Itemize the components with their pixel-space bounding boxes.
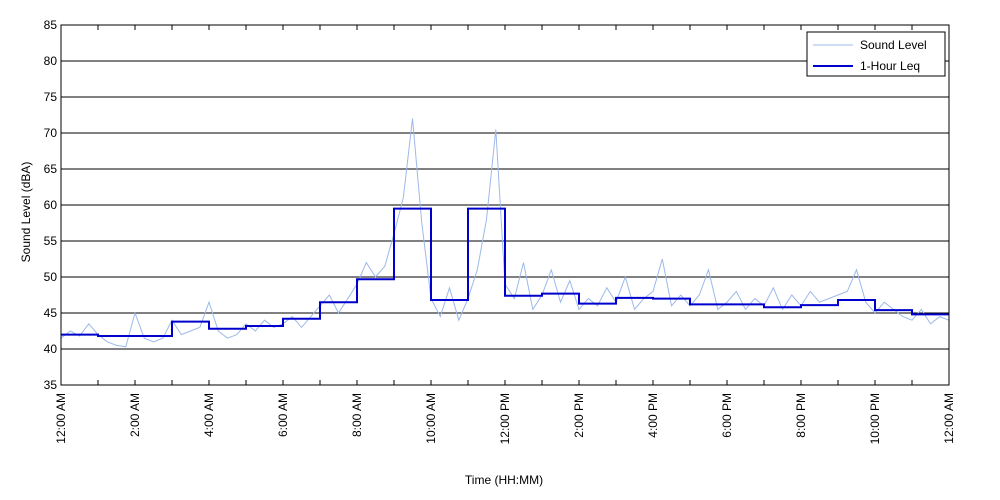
x-tick-label: 10:00 PM <box>868 393 882 444</box>
y-tick-label: 70 <box>44 126 58 140</box>
y-tick-label: 50 <box>44 270 58 284</box>
x-axis: 12:00 AM 2:00 AM 4:00 AM 6:00 AM 8:00 AM 10:0… <box>54 25 956 444</box>
x-tick-label: 8:00 PM <box>794 393 808 438</box>
x-tick-label: 12:00 AM <box>942 393 956 444</box>
y-axis: 35 40 45 50 55 60 65 70 75 80 85 <box>44 18 949 392</box>
x-tick-label: 12:00 PM <box>498 393 512 444</box>
x-tick-label: 12:00 AM <box>54 393 68 444</box>
y-tick-label: 65 <box>44 162 58 176</box>
x-tick-label: 4:00 AM <box>202 393 216 437</box>
x-axis-label: Time (HH:MM) <box>465 473 543 487</box>
legend: Sound Level 1-Hour Leq <box>806 31 946 77</box>
series-1-hour-leq-step <box>61 207 949 337</box>
x-tick-label: 10:00 AM <box>424 393 438 444</box>
y-tick-label: 45 <box>44 306 58 320</box>
x-tick-label: 6:00 AM <box>276 393 290 437</box>
y-tick-label: 40 <box>44 342 58 356</box>
y-axis-label: Sound Level (dBA) <box>19 162 33 263</box>
legend-label-sound-level: Sound Level <box>860 38 927 52</box>
y-tick-label: 35 <box>44 378 58 392</box>
x-tick-label: 8:00 AM <box>350 393 364 437</box>
y-tick-label: 60 <box>44 198 58 212</box>
y-tick-label: 80 <box>44 54 58 68</box>
x-tick-label: 6:00 PM <box>720 393 734 438</box>
legend-box <box>806 31 946 77</box>
x-tick-label: 2:00 AM <box>128 393 142 437</box>
x-tick-label: 4:00 PM <box>646 393 660 438</box>
y-tick-label: 85 <box>44 18 58 32</box>
legend-label-leq: 1-Hour Leq <box>860 59 920 73</box>
y-tick-label: 55 <box>44 234 58 248</box>
y-tick-label: 75 <box>44 90 58 104</box>
series-layer <box>60 118 950 348</box>
x-tick-label: 2:00 PM <box>572 393 586 438</box>
